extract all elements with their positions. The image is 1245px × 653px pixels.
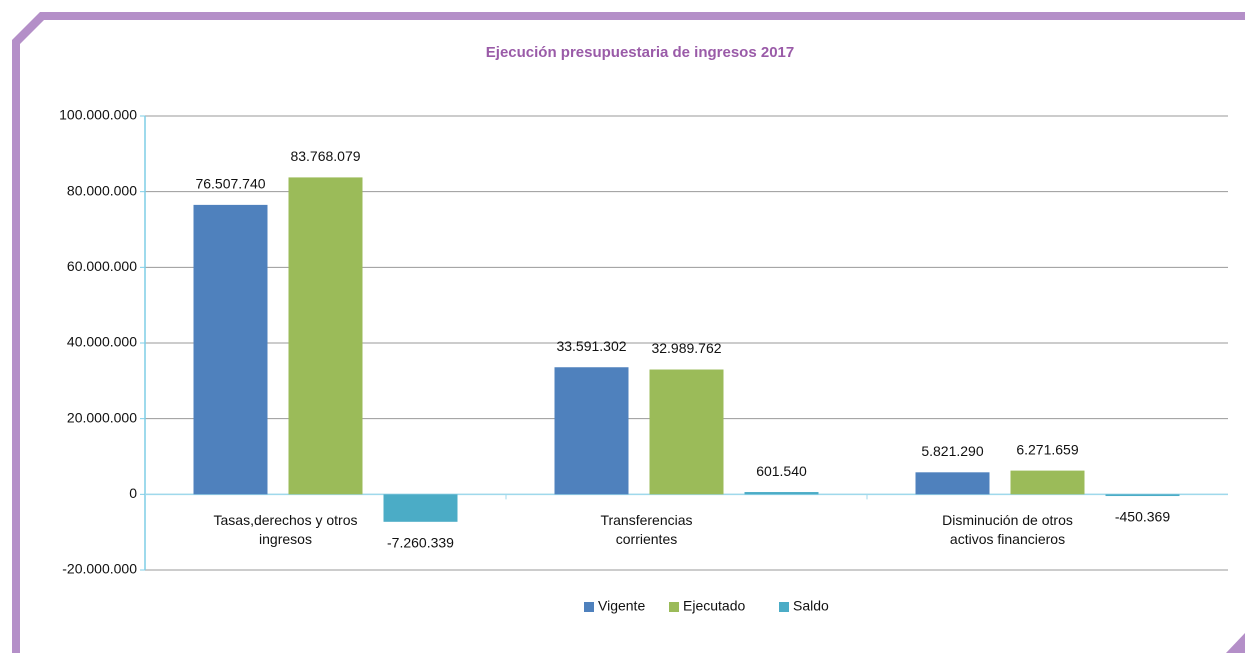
data-label: -450.369	[1115, 509, 1170, 525]
x-tick-label: Transferencias corrientes	[600, 512, 693, 548]
frame-corner	[1226, 633, 1245, 653]
bar	[554, 367, 629, 495]
data-label: 601.540	[756, 463, 807, 479]
legend-label: Saldo	[793, 598, 829, 614]
y-tick-label: 80.000.000	[67, 182, 137, 198]
legend-label: Ejecutado	[683, 598, 745, 614]
data-label: 6.271.659	[1016, 441, 1078, 457]
legend-swatch	[779, 602, 789, 612]
data-label: 83.768.079	[290, 148, 360, 164]
y-tick-label: 100.000.000	[59, 107, 137, 123]
legend-swatch	[584, 602, 594, 612]
bar	[649, 369, 724, 495]
data-label: 5.821.290	[921, 443, 983, 459]
bar	[193, 204, 268, 495]
y-tick-label: 60.000.000	[67, 258, 137, 274]
y-tick-label: -20.000.000	[62, 561, 137, 577]
data-label: 33.591.302	[556, 338, 626, 354]
bar	[288, 177, 363, 495]
y-tick-label: 40.000.000	[67, 334, 137, 350]
chart-title: Ejecución presupuestaria de ingresos 201…	[486, 44, 794, 61]
data-label: 32.989.762	[651, 340, 721, 356]
bar	[383, 494, 458, 522]
bar	[744, 492, 819, 495]
y-tick-label: 20.000.000	[67, 409, 137, 425]
data-label: -7.260.339	[387, 535, 454, 551]
x-tick-label: Tasas,derechos y otros ingresos	[213, 512, 358, 548]
data-label: 76.507.740	[195, 176, 265, 192]
bar	[1105, 494, 1180, 497]
bar	[915, 472, 990, 495]
y-tick-label: 0	[129, 485, 137, 501]
legend-label: Vigente	[598, 598, 645, 614]
bar	[1010, 470, 1085, 495]
legend-swatch	[669, 602, 679, 612]
x-tick-label: Disminución de otros activos financieros	[942, 512, 1073, 548]
